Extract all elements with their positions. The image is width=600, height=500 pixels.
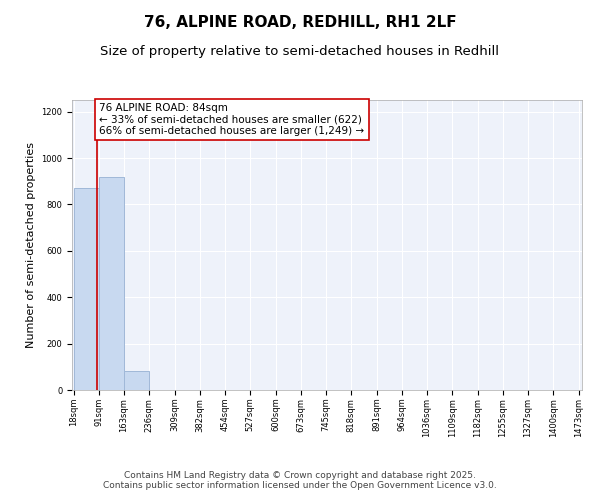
Bar xyxy=(124,372,149,390)
Text: 76, ALPINE ROAD, REDHILL, RH1 2LF: 76, ALPINE ROAD, REDHILL, RH1 2LF xyxy=(143,15,457,30)
Bar xyxy=(99,176,124,390)
Bar xyxy=(74,188,99,390)
Text: Contains HM Land Registry data © Crown copyright and database right 2025.
Contai: Contains HM Land Registry data © Crown c… xyxy=(103,470,497,490)
Text: Size of property relative to semi-detached houses in Redhill: Size of property relative to semi-detach… xyxy=(101,45,499,58)
Text: 76 ALPINE ROAD: 84sqm
← 33% of semi-detached houses are smaller (622)
66% of sem: 76 ALPINE ROAD: 84sqm ← 33% of semi-deta… xyxy=(100,103,365,136)
Y-axis label: Number of semi-detached properties: Number of semi-detached properties xyxy=(26,142,36,348)
